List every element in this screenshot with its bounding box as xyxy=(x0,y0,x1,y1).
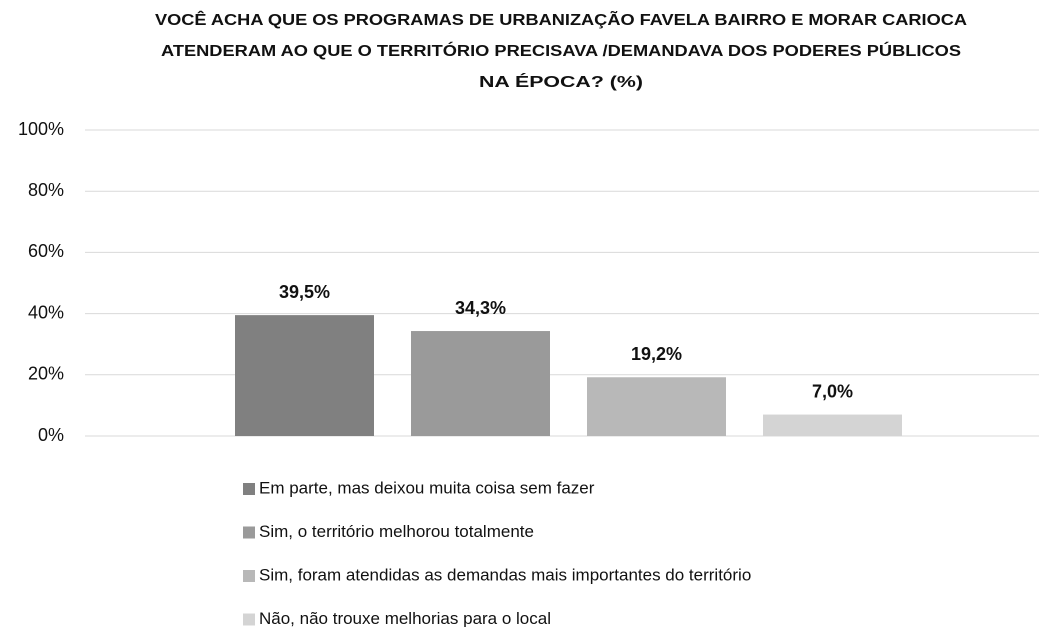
y-tick-label: 0% xyxy=(38,425,64,445)
data-label: 7,0% xyxy=(812,381,853,401)
legend-swatch xyxy=(243,613,255,626)
bar xyxy=(235,315,374,436)
data-label: 19,2% xyxy=(631,344,682,364)
data-label: 34,3% xyxy=(455,298,506,318)
legend-swatch xyxy=(243,570,255,582)
legend-swatch xyxy=(243,483,255,495)
legend-swatch xyxy=(243,526,255,539)
chart-title: NA ÉPOCA? (%) xyxy=(479,72,643,91)
bar xyxy=(763,414,902,436)
data-label: 39,5% xyxy=(279,282,330,302)
chart-title: ATENDERAM AO QUE O TERRITÓRIO PRECISAVA … xyxy=(161,41,961,60)
bar xyxy=(587,377,726,436)
y-tick-label: 80% xyxy=(28,180,64,200)
bar xyxy=(411,331,550,436)
chart-title: VOCÊ ACHA QUE OS PROGRAMAS DE URBANIZAÇÃ… xyxy=(155,9,968,29)
legend-label: Sim, o território melhorou totalmente xyxy=(259,522,534,541)
y-tick-label: 40% xyxy=(28,302,64,322)
y-tick-label: 20% xyxy=(28,364,64,384)
legend-label: Em parte, mas deixou muita coisa sem faz… xyxy=(259,478,595,497)
y-tick-label: 60% xyxy=(28,241,64,261)
legend-label: Sim, foram atendidas as demandas mais im… xyxy=(259,565,751,584)
y-tick-label: 100% xyxy=(18,119,64,139)
legend-label: Não, não trouxe melhorias para o local xyxy=(259,609,551,627)
